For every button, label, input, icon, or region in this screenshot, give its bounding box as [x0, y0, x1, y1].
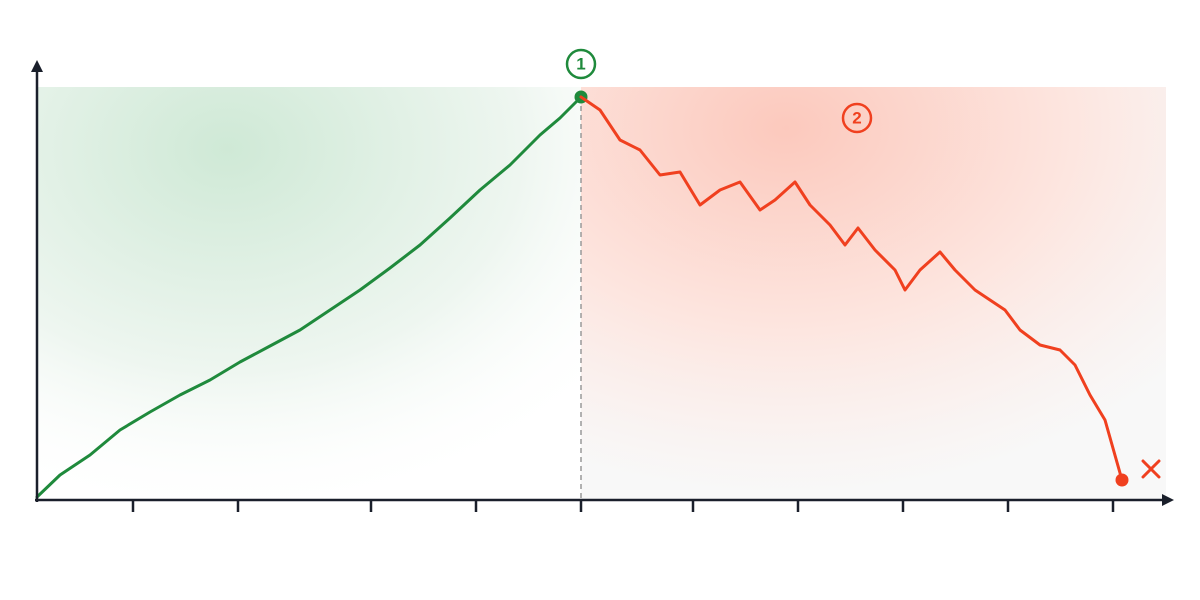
annotation-badge	[841, 102, 873, 134]
annotation: 2	[852, 109, 861, 128]
series-line	[35, 95, 583, 499]
end-point	[1115, 473, 1129, 487]
failure-cross	[1141, 459, 1161, 479]
fall-zone	[581, 87, 1166, 500]
rise-zone	[37, 87, 581, 500]
y-axis-arrow	[31, 60, 43, 72]
x-axis-arrow	[1162, 494, 1174, 506]
annotation: 1	[576, 55, 585, 74]
series-line	[579, 95, 1124, 482]
annotation-badge	[565, 48, 597, 80]
